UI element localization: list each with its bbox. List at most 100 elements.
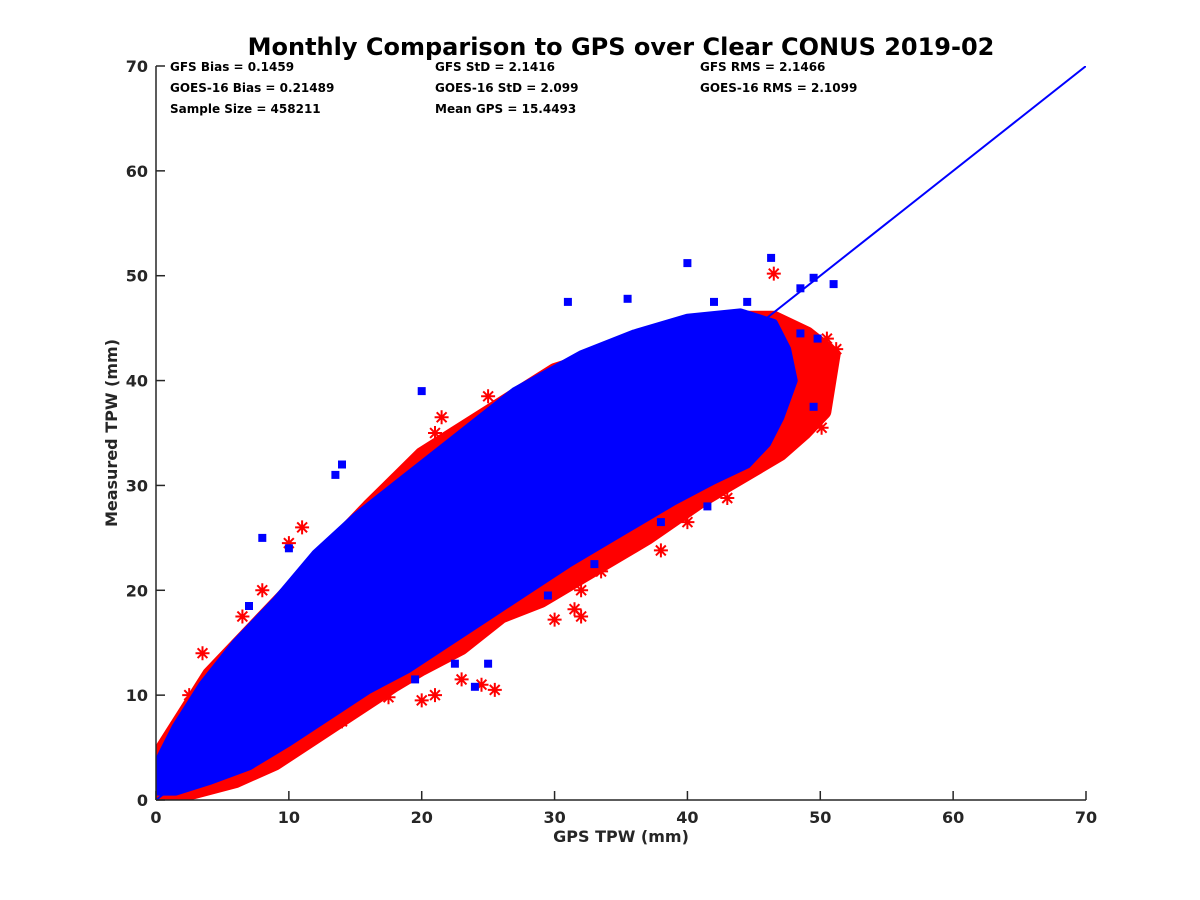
point-cloud-goes-16 xyxy=(156,308,798,796)
point-goes-16 xyxy=(683,259,692,268)
point-goes-16 xyxy=(703,502,712,511)
point-gfs xyxy=(567,602,582,617)
point-gfs xyxy=(547,612,562,627)
y-tick-label: 20 xyxy=(126,581,148,600)
stat-gfs-bias: GFS Bias = 0.1459 xyxy=(170,60,294,74)
stat-mean-gps: Mean GPS = 15.4493 xyxy=(435,102,576,116)
point-goes-16 xyxy=(258,533,267,542)
point-goes-16 xyxy=(484,659,493,668)
y-tick-label: 70 xyxy=(126,57,148,76)
y-tick-label: 0 xyxy=(137,791,148,810)
series-goes-16 xyxy=(156,253,838,796)
x-axis-label: GPS TPW (mm) xyxy=(553,827,689,846)
point-goes-16 xyxy=(278,738,287,747)
stat-goes-bias: GOES-16 Bias = 0.21489 xyxy=(170,81,334,95)
point-goes-16 xyxy=(245,602,253,610)
point-goes-16 xyxy=(796,284,805,293)
x-tick-label: 30 xyxy=(543,808,565,827)
point-gfs xyxy=(182,688,197,703)
point-gfs xyxy=(574,583,589,598)
point-goes-16 xyxy=(743,450,752,458)
point-goes-16 xyxy=(743,297,752,306)
y-tick-label: 60 xyxy=(126,162,148,181)
point-gfs xyxy=(720,491,735,505)
point-goes-16 xyxy=(331,470,340,479)
point-gfs xyxy=(793,352,808,367)
stat-gfs-std: GFS StD = 2.1416 xyxy=(435,60,555,74)
point-gfs xyxy=(766,266,781,281)
point-gfs xyxy=(335,714,349,729)
point-goes-16 xyxy=(656,518,665,527)
tick-labels: 0 10 20 30 40 50 60 70 0 10 20 30 40 50 60 70 xyxy=(126,57,1097,827)
point-gfs xyxy=(819,331,834,346)
point-gfs xyxy=(288,740,303,755)
point-gfs xyxy=(235,609,250,624)
point-gfs xyxy=(680,515,695,530)
y-axis-label: Measured TPW (mm) xyxy=(102,339,121,527)
point-gfs xyxy=(574,609,589,624)
point-gfs xyxy=(814,420,829,435)
point-goes-16 xyxy=(809,402,818,411)
point-goes-16 xyxy=(338,460,346,469)
point-gfs xyxy=(594,564,609,579)
point-gfs xyxy=(487,682,502,697)
point-goes-16 xyxy=(796,329,805,338)
stat-sample-size: Sample Size = 458211 xyxy=(170,102,321,116)
point-goes-16 xyxy=(450,659,459,668)
point-gfs xyxy=(780,426,795,440)
reference-line xyxy=(156,66,1086,800)
point-gfs xyxy=(481,389,496,404)
point-gfs xyxy=(653,543,668,558)
point-goes-16 xyxy=(590,560,599,569)
point-gfs xyxy=(434,410,449,425)
x-tick-label: 70 xyxy=(1075,808,1097,827)
stat-gfs-rms: GFS RMS = 2.1466 xyxy=(700,60,825,74)
stat-goes-std: GOES-16 StD = 2.099 xyxy=(435,81,578,95)
point-goes-16 xyxy=(749,434,758,443)
data-layer xyxy=(156,66,1086,800)
point-gfs xyxy=(381,690,396,705)
point-goes-16 xyxy=(829,280,838,289)
y-tick-label: 50 xyxy=(126,267,148,286)
point-gfs xyxy=(454,672,469,687)
chart-title: Monthly Comparison to GPS over Clear CON… xyxy=(248,33,995,61)
point-goes-16 xyxy=(563,297,572,306)
point-gfs xyxy=(829,342,844,357)
x-tick-label: 0 xyxy=(150,808,161,827)
point-goes-16 xyxy=(710,297,718,306)
y-tick-label: 30 xyxy=(126,476,148,495)
point-goes-16 xyxy=(623,294,632,303)
point-goes-16 xyxy=(284,544,293,553)
point-goes-16 xyxy=(543,591,552,600)
x-tick-label: 60 xyxy=(942,808,964,827)
point-gfs xyxy=(474,677,489,692)
point-gfs xyxy=(428,688,442,703)
point-gfs xyxy=(295,520,310,535)
point-goes-16 xyxy=(298,717,307,726)
stat-goes-rms: GOES-16 RMS = 2.1099 xyxy=(700,81,857,95)
point-gfs xyxy=(195,646,210,661)
point-gfs xyxy=(793,415,808,430)
point-gfs xyxy=(428,426,442,440)
point-gfs xyxy=(414,693,429,708)
point-goes-16 xyxy=(411,675,420,684)
point-gfs xyxy=(806,384,821,399)
point-gfs xyxy=(255,583,270,598)
x-tick-label: 10 xyxy=(278,808,300,827)
point-goes-16 xyxy=(813,334,822,343)
x-tick-label: 20 xyxy=(411,808,433,827)
point-goes-16 xyxy=(470,682,479,691)
x-tick-label: 50 xyxy=(809,808,831,827)
stats-annotations: GFS Bias = 0.1459 GFS StD = 2.1416 GFS R… xyxy=(170,60,857,116)
y-tick-label: 40 xyxy=(126,372,148,391)
x-tick-label: 40 xyxy=(676,808,698,827)
point-goes-16 xyxy=(767,253,776,262)
point-gfs xyxy=(265,753,280,768)
point-gfs xyxy=(746,459,761,474)
axes xyxy=(155,65,1087,801)
point-gfs xyxy=(281,536,296,551)
point-goes-16 xyxy=(809,273,818,282)
point-goes-16 xyxy=(417,387,426,396)
y-tick-label: 10 xyxy=(126,686,148,705)
